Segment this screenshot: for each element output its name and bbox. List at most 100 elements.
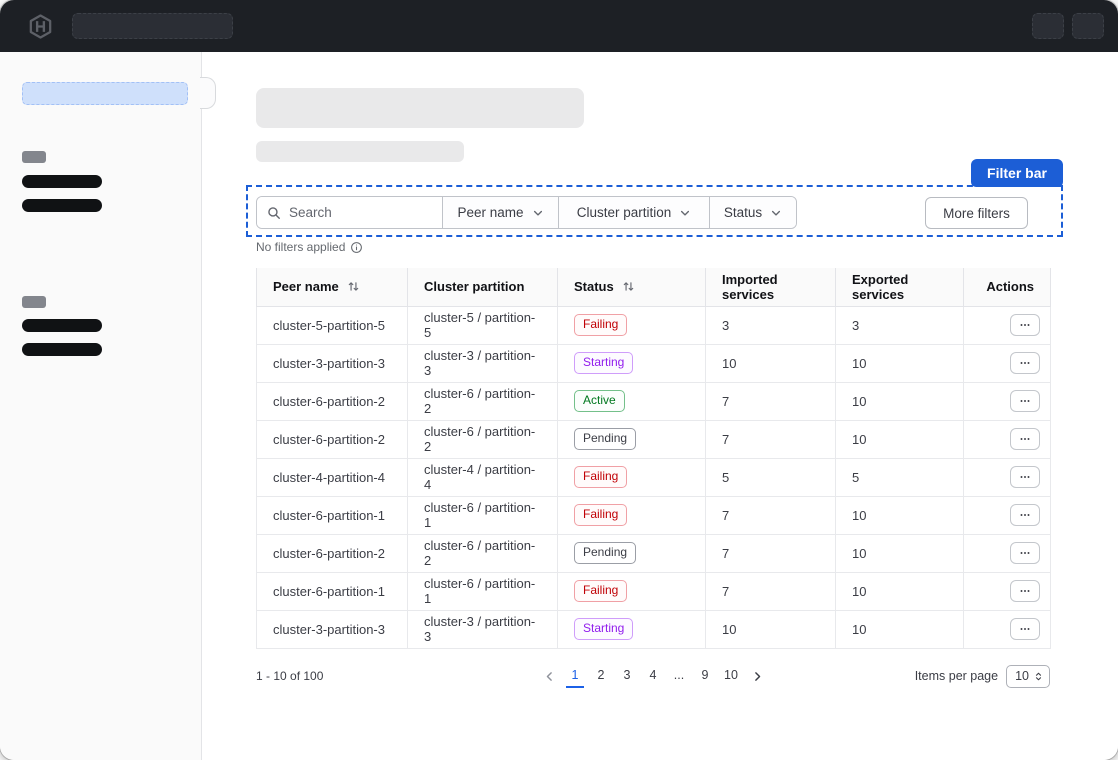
imported-services-cell: 7 (705, 381, 836, 421)
search-input[interactable] (289, 205, 419, 220)
table-row: cluster-4-partition-4 cluster-4 / partit… (256, 457, 1051, 497)
status-cell: Failing (557, 571, 706, 611)
filter-bar: Peer name Cluster partition Status (256, 196, 797, 229)
imported-services-cell: 3 (705, 305, 836, 345)
ellipsis-icon (1018, 432, 1032, 446)
chevron-left-icon[interactable] (540, 664, 558, 688)
cluster-partition-dropdown-label: Cluster partition (576, 205, 672, 220)
actions-cell (963, 343, 1051, 383)
filter-bar-annotation-label: Filter bar (971, 159, 1063, 187)
sort-arrows-icon[interactable] (347, 280, 360, 293)
chevron-right-icon[interactable] (748, 664, 766, 688)
status-cell: Failing (557, 495, 706, 535)
cluster-partition-cell: cluster-6 / partition-2 (407, 533, 558, 573)
peer-name-cell: cluster-6-partition-2 (256, 533, 408, 573)
sidebar-section-label-skeleton (22, 151, 46, 163)
actions-cell (963, 495, 1051, 535)
status-badge: Failing (574, 466, 628, 488)
column-header-peer-name[interactable]: Peer name (256, 268, 408, 307)
imported-services-cell: 7 (705, 571, 836, 611)
main-content: Filter bar Peer name Cluster partition (200, 52, 1118, 760)
imported-services-cell: 7 (705, 495, 836, 535)
cluster-partition-dropdown[interactable]: Cluster partition (558, 197, 709, 228)
cluster-partition-cell: cluster-6 / partition-2 (407, 419, 558, 459)
imported-services-cell: 10 (705, 343, 836, 383)
table-row: cluster-6-partition-2 cluster-6 / partit… (256, 533, 1051, 573)
status-cell: Starting (557, 609, 706, 649)
exported-services-cell: 10 (835, 571, 964, 611)
row-actions-button[interactable] (1010, 504, 1040, 526)
column-header-status[interactable]: Status (557, 268, 706, 307)
filter-bar-annotation-outline (246, 185, 1063, 237)
table-header-row: Peer name Cluster partition Status Impor… (256, 268, 1051, 307)
table-row: cluster-5-partition-5 cluster-5 / partit… (256, 305, 1051, 345)
actions-cell (963, 457, 1051, 497)
peer-name-cell: cluster-5-partition-5 (256, 305, 408, 345)
table-row: cluster-6-partition-1 cluster-6 / partit… (256, 495, 1051, 535)
row-actions-button[interactable] (1010, 466, 1040, 488)
exported-services-cell: 5 (835, 457, 964, 497)
column-header-exported-services[interactable]: Exported services (835, 268, 964, 307)
pagination-page-4[interactable]: 4 (649, 668, 657, 682)
sidebar-item-skeleton[interactable] (22, 319, 102, 332)
sort-arrows-icon[interactable] (622, 280, 635, 293)
info-icon[interactable] (350, 241, 363, 254)
more-filters-button[interactable]: More filters (925, 197, 1028, 229)
pagination-page-10[interactable]: 10 (724, 668, 738, 682)
sidebar-item-skeleton[interactable] (22, 343, 102, 356)
no-filters-applied: No filters applied (256, 240, 363, 254)
row-actions-button[interactable] (1010, 314, 1040, 336)
search-field[interactable] (257, 197, 442, 228)
row-actions-button[interactable] (1010, 618, 1040, 640)
table-row: cluster-6-partition-2 cluster-6 / partit… (256, 381, 1051, 421)
pagination-page-9[interactable]: 9 (701, 668, 709, 682)
chevron-down-icon (770, 207, 782, 219)
exported-services-cell: 10 (835, 495, 964, 535)
cluster-partition-cell: cluster-6 / partition-1 (407, 495, 558, 535)
pagination-page-3[interactable]: 3 (623, 668, 631, 682)
chevron-down-icon (679, 207, 691, 219)
row-actions-button[interactable] (1010, 390, 1040, 412)
hashicorp-logo-icon (26, 12, 54, 40)
sidebar-item-skeleton[interactable] (22, 199, 102, 212)
peers-table: Peer name Cluster partition Status Impor… (256, 268, 1051, 649)
peer-name-cell: cluster-3-partition-3 (256, 343, 408, 383)
cluster-partition-cell: cluster-4 / partition-4 (407, 457, 558, 497)
imported-services-cell: 7 (705, 419, 836, 459)
ellipsis-icon (1018, 622, 1032, 636)
pagination-page-2[interactable]: 2 (597, 668, 605, 682)
peer-name-dropdown[interactable]: Peer name (442, 197, 558, 228)
exported-services-cell: 3 (835, 305, 964, 345)
table-row: cluster-3-partition-3 cluster-3 / partit… (256, 609, 1051, 649)
items-per-page-value: 10 (1015, 669, 1029, 683)
chevron-down-icon (532, 207, 544, 219)
row-actions-button[interactable] (1010, 580, 1040, 602)
status-badge: Starting (574, 352, 634, 374)
ellipsis-icon (1018, 394, 1032, 408)
status-badge: Failing (574, 504, 628, 526)
sidebar-section-label-skeleton (22, 296, 46, 308)
ellipsis-icon (1018, 584, 1032, 598)
status-dropdown[interactable]: Status (709, 197, 796, 228)
status-cell: Pending (557, 533, 706, 573)
column-header-imported-services[interactable]: Imported services (705, 268, 836, 307)
nav-action-placeholder (1032, 13, 1064, 39)
cluster-partition-cell: cluster-3 / partition-3 (407, 343, 558, 383)
row-actions-button[interactable] (1010, 542, 1040, 564)
peer-name-cell: cluster-6-partition-1 (256, 495, 408, 535)
sidebar-collapse-handle[interactable] (200, 77, 216, 109)
actions-cell (963, 305, 1051, 345)
sidebar-item-skeleton[interactable] (22, 175, 102, 188)
row-actions-button[interactable] (1010, 352, 1040, 374)
nav-action-placeholder (1072, 13, 1104, 39)
pagination-page-1[interactable]: 1 (566, 664, 584, 688)
actions-cell (963, 533, 1051, 573)
column-header-cluster-partition[interactable]: Cluster partition (407, 268, 558, 307)
items-per-page-select[interactable]: 10 (1006, 664, 1050, 688)
row-actions-button[interactable] (1010, 428, 1040, 450)
exported-services-cell: 10 (835, 609, 964, 649)
sidebar-active-item-skeleton[interactable] (22, 82, 188, 105)
peer-name-cell: cluster-6-partition-2 (256, 381, 408, 421)
table-row: cluster-6-partition-2 cluster-6 / partit… (256, 419, 1051, 459)
peer-name-cell: cluster-4-partition-4 (256, 457, 408, 497)
